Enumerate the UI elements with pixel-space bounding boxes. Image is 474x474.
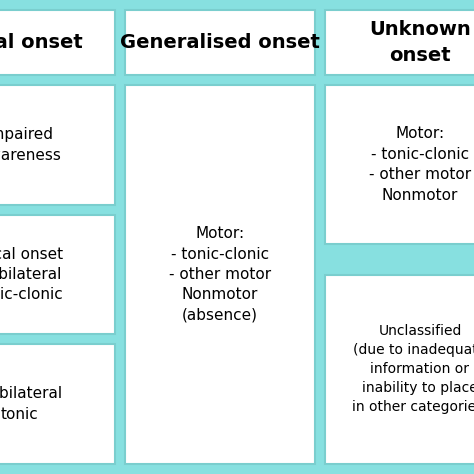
FancyBboxPatch shape — [125, 10, 315, 75]
Text: To bilateral
tonic: To bilateral tonic — [0, 386, 62, 422]
FancyBboxPatch shape — [325, 274, 474, 464]
Text: Focal onset
to bilateral
tonic-clonic: Focal onset to bilateral tonic-clonic — [0, 246, 64, 302]
Text: Focal onset: Focal onset — [0, 33, 83, 52]
Text: Motor:
- tonic-clonic
- other motor
Nonmotor
(absence): Motor: - tonic-clonic - other motor Nonm… — [169, 226, 271, 323]
FancyBboxPatch shape — [325, 85, 474, 244]
Text: Motor:
- tonic-clonic
- other motor
Nonmotor: Motor: - tonic-clonic - other motor Nonm… — [369, 127, 471, 203]
FancyBboxPatch shape — [0, 10, 115, 75]
FancyBboxPatch shape — [0, 85, 115, 205]
Text: Unclassified
(due to inadequate
information or
inability to place
in other categ: Unclassified (due to inadequate informat… — [352, 324, 474, 414]
FancyBboxPatch shape — [325, 10, 474, 75]
FancyBboxPatch shape — [0, 344, 115, 464]
Text: Impaired
awareness: Impaired awareness — [0, 127, 61, 163]
Text: Generalised onset: Generalised onset — [120, 33, 320, 52]
FancyBboxPatch shape — [0, 215, 115, 334]
FancyBboxPatch shape — [125, 85, 315, 464]
Text: Unknown
onset: Unknown onset — [369, 20, 471, 65]
